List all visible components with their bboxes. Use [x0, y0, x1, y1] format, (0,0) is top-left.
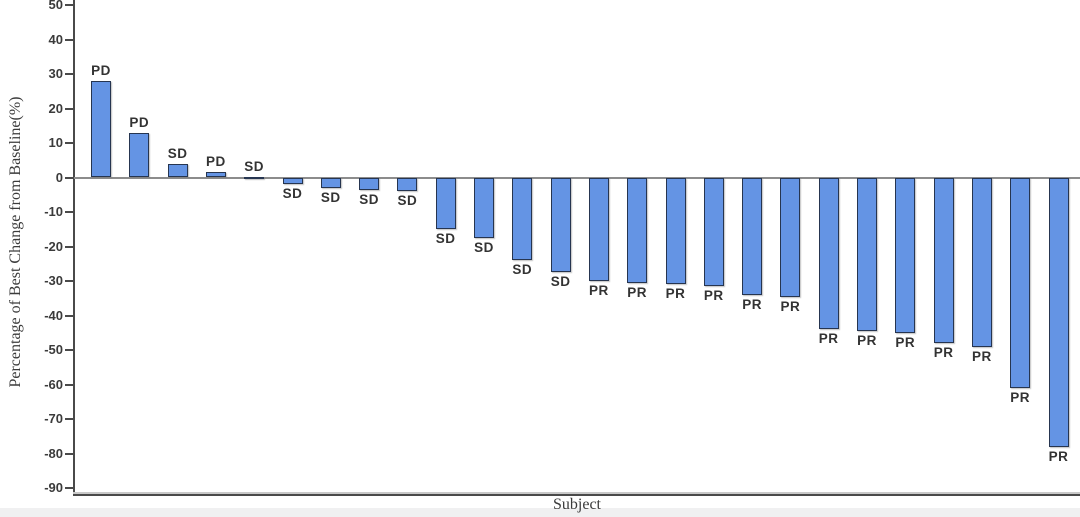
y-tick [65, 452, 74, 455]
bar [1010, 177, 1031, 388]
y-tick [65, 245, 74, 248]
bar-label: PR [895, 334, 916, 350]
bar [474, 177, 494, 238]
bar [742, 177, 763, 295]
y-tick [65, 38, 74, 41]
y-tick-label: 30 [48, 66, 63, 81]
bar-label: SD [435, 231, 456, 247]
bar-label: PR [665, 286, 686, 302]
bar-label: SD [320, 189, 341, 205]
bar [703, 177, 724, 287]
y-tick-label: 50 [48, 0, 63, 12]
bar [205, 172, 226, 178]
bar [665, 177, 686, 285]
bar-label: SD [359, 191, 379, 207]
bar [244, 176, 265, 179]
bar-label: PR [703, 288, 724, 304]
bar-label: PR [589, 283, 609, 298]
bottom-window-strip [0, 508, 1080, 517]
bar-label: SD [282, 186, 303, 202]
bar [91, 80, 111, 178]
y-tick [65, 73, 74, 75]
bar-label: PD [206, 154, 226, 170]
y-tick [65, 176, 74, 179]
y-tick-label: -80 [44, 445, 63, 461]
bar [627, 177, 648, 283]
y-tick [65, 314, 74, 317]
bar-label: PD [91, 62, 111, 78]
y-tick-label: -20 [44, 238, 63, 254]
bar [359, 177, 380, 190]
zero-baseline [74, 176, 1080, 179]
bar [129, 132, 150, 178]
y-tick-label: 20 [48, 100, 63, 116]
bar [512, 177, 533, 261]
y-tick [65, 107, 74, 110]
bar-label: SD [550, 274, 571, 290]
y-tick-label: -60 [44, 376, 63, 392]
y-tick [65, 349, 74, 351]
bar [971, 177, 992, 347]
bar [320, 177, 341, 188]
bar-label: PR [1010, 389, 1031, 405]
y-tick [65, 280, 74, 282]
x-axis-line [73, 494, 1080, 496]
bar-label: SD [474, 239, 494, 255]
bar-label: PR [780, 298, 801, 314]
y-axis-line [73, 0, 75, 496]
bar-label: SD [244, 158, 265, 174]
y-tick [65, 4, 74, 6]
y-tick-label: 40 [48, 31, 63, 47]
bar [780, 177, 801, 297]
bar [282, 177, 303, 185]
y-tick-label: -90 [44, 480, 63, 495]
bar [818, 177, 839, 330]
bar-label: PR [972, 348, 992, 364]
y-tick [65, 211, 74, 213]
y-tick [65, 383, 74, 386]
bar-label: PR [627, 284, 648, 300]
y-tick-label: -30 [44, 273, 63, 288]
y-tick-label: -70 [44, 411, 63, 426]
bar-label: PR [1048, 448, 1069, 464]
bar [857, 177, 877, 332]
bar-label: SD [397, 193, 418, 209]
bar-label: SD [512, 262, 533, 278]
x-axis-title: Subject [553, 496, 601, 513]
y-tick-label: 10 [48, 135, 63, 150]
bar [588, 177, 609, 281]
bar [550, 177, 571, 273]
bar-label: PR [818, 331, 839, 347]
y-tick-label: -40 [44, 307, 63, 323]
bar [435, 177, 456, 230]
bar-label: PR [857, 333, 877, 349]
bar [933, 177, 954, 344]
bar-label: SD [167, 146, 188, 162]
y-tick-label: -50 [44, 342, 63, 357]
bar [1048, 177, 1069, 447]
bar-label: PD [129, 114, 150, 130]
bar-label: PR [742, 296, 762, 312]
y-tick-label: 0 [55, 169, 63, 185]
bar-label: PR [933, 345, 954, 361]
bar [895, 177, 916, 333]
y-tick [65, 142, 74, 144]
y-tick [65, 418, 74, 420]
bar [397, 177, 418, 192]
y-tick-label: -10 [44, 204, 63, 219]
y-tick [65, 487, 74, 489]
bar [167, 164, 188, 178]
